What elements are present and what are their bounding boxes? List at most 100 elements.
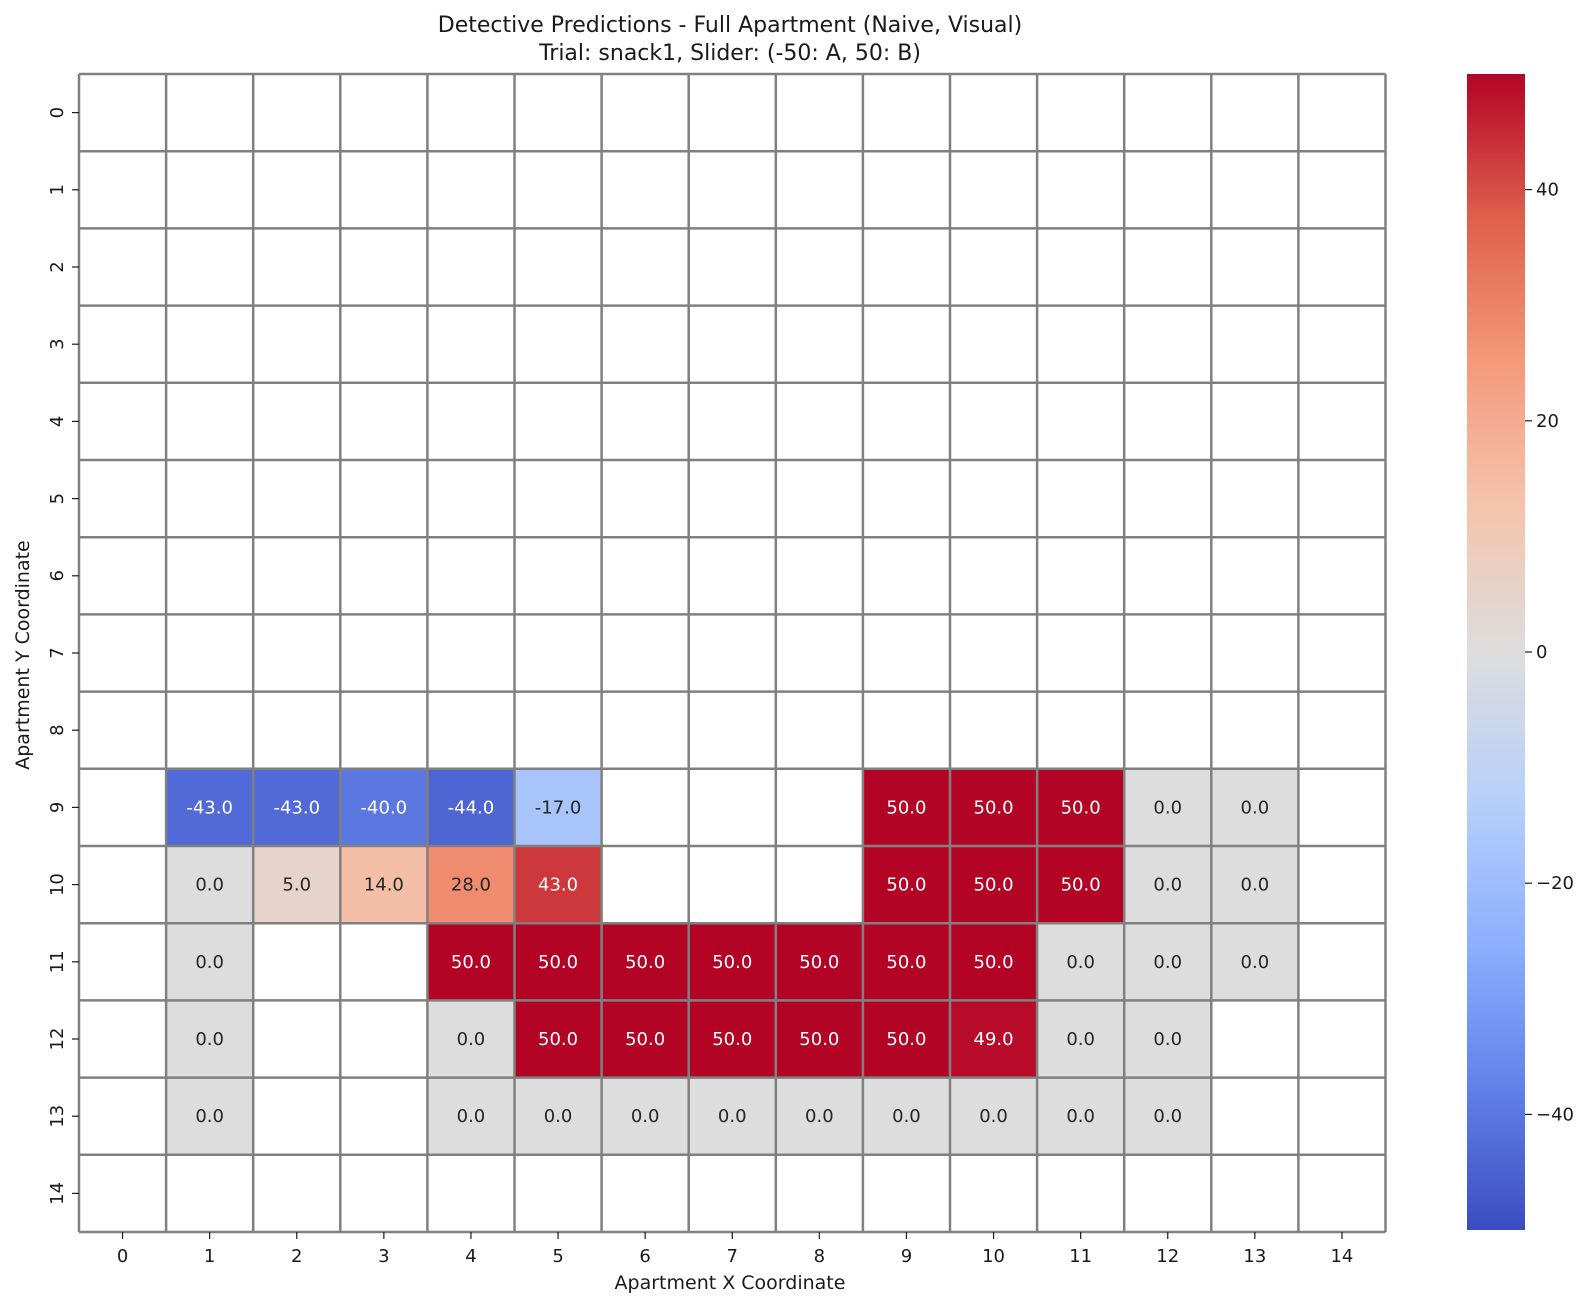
cell-value-label: 50.0 [886, 1029, 926, 1050]
cell-value-label: 0.0 [1066, 1029, 1095, 1050]
cell-value-label: 50.0 [886, 797, 926, 818]
heatmap-cell [775, 923, 863, 1001]
heatmap-cells [166, 768, 1299, 1155]
heatmap-cell [166, 846, 254, 924]
y-tick-label: 7 [47, 647, 68, 658]
heatmap-cell [950, 923, 1038, 1001]
y-tick-label: 14 [47, 1182, 68, 1205]
heatmap-cell [1037, 768, 1125, 846]
heatmap-cell [950, 1077, 1038, 1155]
chart-subtitle: Trial: snack1, Slider: (-50: A, 50: B) [538, 41, 921, 66]
cell-value-label: 50.0 [538, 1029, 578, 1050]
chart-title: Detective Predictions - Full Apartment (… [438, 13, 1022, 38]
x-tick-label: 3 [378, 1246, 389, 1267]
heatmap-cell [1124, 923, 1212, 1001]
cell-value-label: 0.0 [1241, 797, 1270, 818]
cell-value-label: 0.0 [1241, 952, 1270, 973]
cell-value-label: 0.0 [1241, 875, 1270, 896]
cell-value-label: 0.0 [195, 1029, 224, 1050]
x-tick-label: 8 [814, 1246, 825, 1267]
x-tick-label: 6 [639, 1246, 650, 1267]
cell-value-label: 0.0 [457, 1029, 486, 1050]
cell-value-label: 50.0 [799, 1029, 839, 1050]
x-tick-label: 4 [465, 1246, 476, 1267]
cell-value-label: -40.0 [361, 797, 408, 818]
colorbar-tick-label: 40 [1536, 180, 1559, 201]
heatmap-cell [862, 923, 950, 1001]
heatmap-cell-labels: -43.0 -43.0 -40.0 -44.0 -17.0 50.0 50.0 50.0 0.0… [186, 797, 1269, 1127]
cell-value-label: 0.0 [1066, 1106, 1095, 1127]
cell-value-label: 50.0 [712, 952, 752, 973]
y-tick-label: 2 [47, 261, 68, 272]
cell-value-label: 0.0 [1153, 1029, 1182, 1050]
colorbar [1467, 74, 1525, 1230]
heatmap-cell [601, 923, 689, 1001]
heatmap-cell [601, 1077, 689, 1155]
cell-value-label: -44.0 [448, 797, 495, 818]
y-tick-label: 12 [47, 1028, 68, 1051]
colorbar-ticks: −40 −20 0 20 40 [1525, 180, 1574, 1125]
heatmap-cell [427, 1077, 515, 1155]
x-tick-label: 13 [1243, 1246, 1266, 1267]
heatmap-cell [950, 846, 1038, 924]
cell-value-label: -43.0 [273, 797, 320, 818]
y-tick-label: 13 [47, 1105, 68, 1128]
heatmap-cell [688, 923, 776, 1001]
cell-value-label: 0.0 [1153, 952, 1182, 973]
heatmap-cell [862, 768, 950, 846]
cell-value-label: 50.0 [625, 952, 665, 973]
heatmap-cell [950, 768, 1038, 846]
heatmap-cell [514, 1077, 602, 1155]
cell-value-label: 0.0 [718, 1106, 747, 1127]
heatmap-cell [166, 768, 254, 846]
x-tick-label: 7 [727, 1246, 738, 1267]
heatmap-cell [1124, 846, 1212, 924]
cell-value-label: 43.0 [538, 875, 578, 896]
heatmap-cell [1211, 923, 1299, 1001]
cell-value-label: 0.0 [457, 1106, 486, 1127]
heatmap-cell [514, 1000, 602, 1078]
cell-value-label: 14.0 [364, 875, 404, 896]
heatmap-cell [427, 846, 515, 924]
y-tick-label: 4 [47, 416, 68, 427]
colorbar-tick-label: −20 [1536, 873, 1574, 894]
heatmap-cell [427, 1000, 515, 1078]
heatmap-cell [253, 846, 341, 924]
heatmap-cell [862, 1077, 950, 1155]
colorbar-tick-label: 20 [1536, 411, 1559, 432]
heatmap-cell [253, 768, 341, 846]
heatmap-cell [950, 1000, 1038, 1078]
cell-value-label: 50.0 [1061, 797, 1101, 818]
cell-value-label: -43.0 [186, 797, 233, 818]
cell-value-label: 49.0 [974, 1029, 1014, 1050]
cell-value-label: 0.0 [631, 1106, 660, 1127]
y-axis-label: Apartment Y Coordinate [12, 540, 34, 770]
x-axis-ticks: 0 1 2 3 4 5 6 7 8 9 10 11 12 13 14 [117, 1232, 1353, 1267]
cell-value-label: 50.0 [974, 952, 1014, 973]
heatmap-cell [775, 1077, 863, 1155]
x-tick-label: 14 [1330, 1246, 1353, 1267]
heatmap-cell [514, 923, 602, 1001]
x-tick-label: 1 [204, 1246, 215, 1267]
cell-value-label: 50.0 [886, 875, 926, 896]
heatmap-cell [427, 768, 515, 846]
heatmap-cell [1037, 923, 1125, 1001]
heatmap-cell [1037, 846, 1125, 924]
heatmap-cell [862, 846, 950, 924]
cell-value-label: 50.0 [799, 952, 839, 973]
y-tick-label: 3 [47, 338, 68, 349]
y-tick-label: 6 [47, 570, 68, 581]
colorbar-tick-label: −40 [1536, 1104, 1574, 1125]
cell-value-label: -17.0 [535, 797, 582, 818]
heatmap-cell [514, 846, 602, 924]
heatmap-cell [340, 768, 428, 846]
heatmap-cell [1211, 768, 1299, 846]
heatmap-cell [1124, 1077, 1212, 1155]
heatmap-cell [427, 923, 515, 1001]
cell-value-label: 50.0 [886, 952, 926, 973]
heatmap-cell [1211, 846, 1299, 924]
heatmap-cell [166, 923, 254, 1001]
x-tick-label: 5 [552, 1246, 563, 1267]
